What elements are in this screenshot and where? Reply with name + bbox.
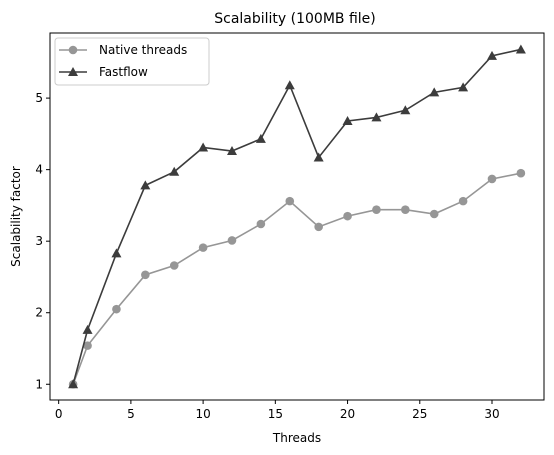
- data-point-fastflow: [371, 112, 382, 122]
- legend-marker: [68, 45, 78, 55]
- chart-title: Scalability (100MB file): [214, 11, 376, 27]
- series-line-fastflow: [72, 48, 522, 385]
- legend-item-fastflow: Fastflow: [59, 65, 148, 79]
- data-point-fastflow: [169, 166, 180, 176]
- data-point-fastflow: [313, 152, 324, 162]
- data-point-fastflow: [140, 180, 151, 190]
- x-tick-label: 30: [484, 407, 499, 421]
- data-point-native-threads: [429, 209, 439, 219]
- data-point-native-threads: [169, 261, 179, 270]
- series-fastflow: [68, 44, 526, 389]
- data-point-fastflow: [400, 105, 411, 115]
- y-tick-label: 2: [35, 306, 43, 320]
- legend-item-native-threads: Native threads: [59, 43, 187, 57]
- y-tick-label: 3: [35, 234, 43, 248]
- legend-label: Native threads: [99, 43, 187, 57]
- y-axis-label: Scalability factor: [9, 166, 23, 267]
- plot-frame: [49, 32, 545, 401]
- data-point-fastflow: [458, 82, 469, 92]
- x-tick-label: 0: [55, 407, 63, 421]
- series-line-native-threads: [72, 172, 522, 385]
- data-point-native-threads: [285, 196, 295, 206]
- x-tick-label: 25: [412, 407, 427, 421]
- x-tick-label: 5: [127, 407, 135, 421]
- legend: Native threads Fastflow: [54, 37, 210, 86]
- data-point-native-threads: [314, 222, 323, 232]
- legend-label: Fastflow: [99, 65, 148, 79]
- x-tick-label: 20: [340, 407, 355, 421]
- y-tick-label: 1: [35, 377, 43, 391]
- data-point-fastflow: [227, 146, 237, 156]
- legend-box: [54, 37, 210, 86]
- legend-marker: [68, 67, 78, 76]
- series-native-threads: [68, 168, 526, 389]
- data-point-native-threads: [343, 211, 352, 221]
- data-point-native-threads: [256, 219, 266, 229]
- data-point-fastflow: [515, 44, 526, 54]
- data-point-fastflow: [68, 379, 79, 389]
- data-point-native-threads: [141, 270, 150, 280]
- data-point-native-threads: [487, 174, 497, 184]
- data-point-native-threads: [516, 168, 526, 178]
- y-tick-label: 4: [35, 163, 43, 177]
- data-point-fastflow: [429, 87, 440, 97]
- data-point-native-threads: [198, 243, 208, 252]
- data-point-fastflow: [487, 50, 497, 60]
- data-point-fastflow: [255, 133, 266, 143]
- x-tick-label: 15: [268, 407, 283, 421]
- data-point-fastflow: [82, 324, 93, 334]
- data-point-fastflow: [342, 115, 353, 125]
- data-point-fastflow: [111, 248, 122, 258]
- data-point-fastflow: [284, 80, 295, 90]
- x-tick-label: 10: [195, 407, 210, 421]
- data-point-native-threads: [112, 304, 121, 314]
- data-point-native-threads: [372, 205, 381, 215]
- y-tick-label: 5: [35, 91, 43, 105]
- data-point-native-threads: [401, 205, 410, 215]
- x-axis-label: Threads: [272, 431, 321, 445]
- data-point-native-threads: [83, 341, 92, 350]
- data-point-fastflow: [198, 142, 209, 152]
- data-point-native-threads: [227, 236, 237, 245]
- data-point-native-threads: [458, 196, 468, 206]
